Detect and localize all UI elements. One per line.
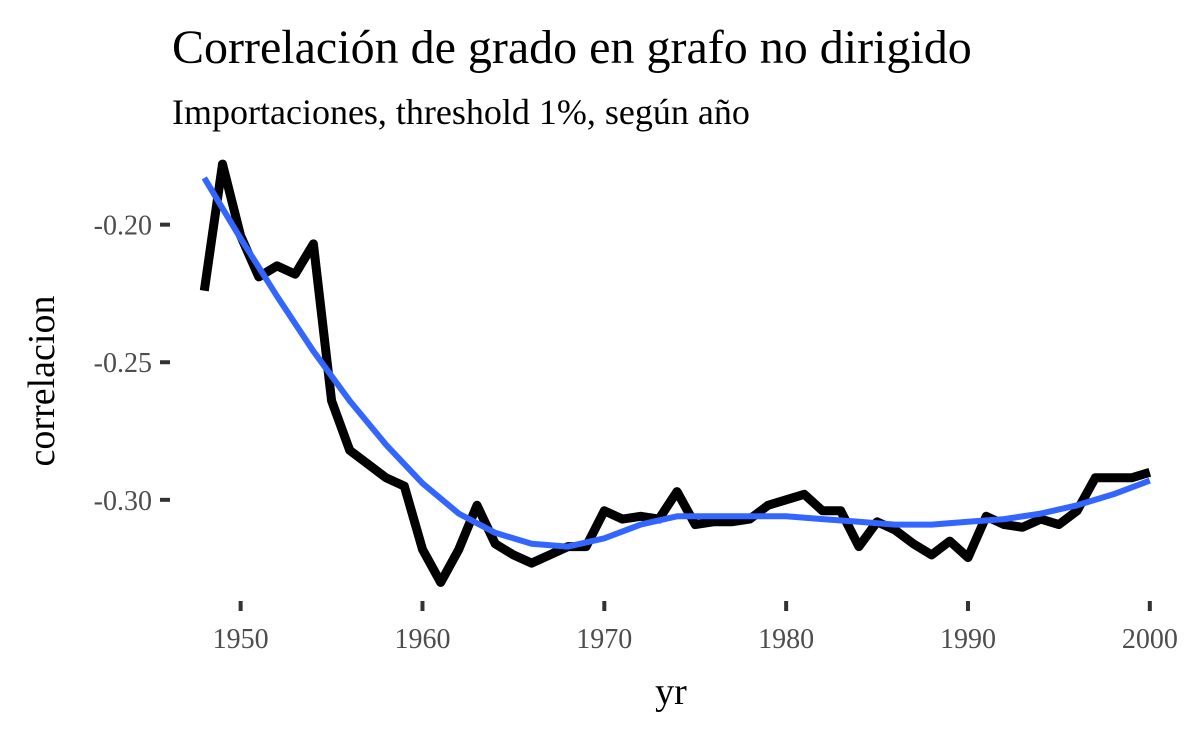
x-tick-label: 1960 [394, 624, 450, 655]
chart-title: Correlación de grado en grafo no dirigid… [172, 21, 972, 74]
x-axis-title: yr [655, 671, 687, 713]
y-axis-title: correlacion [21, 296, 63, 467]
plot-area: -0.20 -0.25 -0.30 1950 1960 1970 1980 1990 2000 [94, 159, 1178, 655]
x-tick-label: 1990 [940, 624, 996, 655]
y-tick-label: -0.25 [94, 348, 152, 379]
y-tick-label: -0.20 [94, 211, 152, 242]
x-tick-label: 1950 [213, 624, 269, 655]
x-axis: 1950 1960 1970 1980 1990 2000 [213, 601, 1178, 655]
x-tick-label: 1980 [758, 624, 814, 655]
x-tick-label: 1970 [576, 624, 632, 655]
y-axis: -0.20 -0.25 -0.30 [94, 211, 170, 517]
y-tick-label: -0.30 [94, 486, 152, 517]
series-layer [199, 159, 1152, 587]
chart-subtitle: Importaciones, threshold 1%, según año [172, 92, 750, 132]
x-tick-label: 2000 [1122, 624, 1178, 655]
smooth-trend-line [201, 176, 1151, 550]
